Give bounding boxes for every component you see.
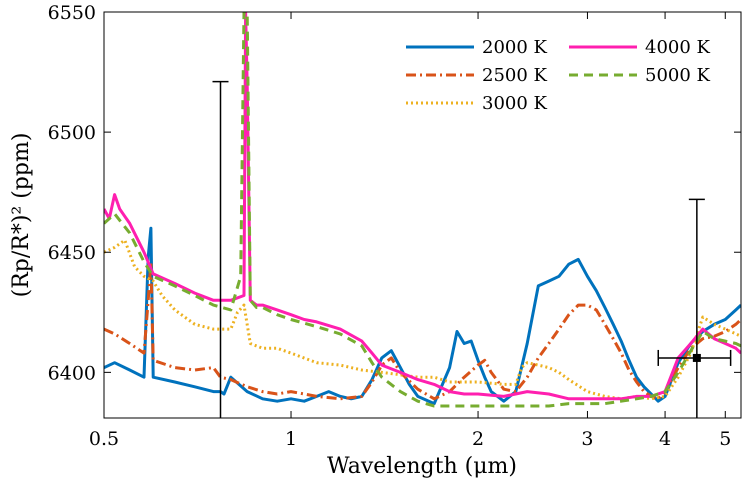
- legend-label: 4000 K: [645, 37, 711, 58]
- x-tick-label: 0.5: [89, 428, 119, 450]
- plot-background: [104, 12, 741, 418]
- x-tick-label: 2: [472, 428, 484, 450]
- legend: 2000 K 2500 K 3000 K 4000 K 5000 K: [406, 37, 711, 114]
- legend-entry: 3000 K: [406, 93, 548, 114]
- series-layer: [104, 12, 741, 408]
- x-axis-label: Wavelength (μm): [327, 454, 517, 479]
- x-tick-label: 1: [285, 428, 297, 450]
- legend-label: 3000 K: [482, 93, 548, 114]
- plot-frame: [103, 11, 742, 419]
- legend-entry: 5000 K: [569, 65, 711, 86]
- x-tick-label: 5: [719, 428, 731, 450]
- error-bar-layer: [212, 80, 732, 418]
- x-tick-label: 4: [659, 428, 671, 450]
- x-tick-label: 3: [581, 428, 593, 450]
- series-line-2000-k: [104, 226, 741, 406]
- legend-entry: 2500 K: [406, 65, 548, 86]
- legend-entry: 4000 K: [569, 37, 711, 58]
- legend-label: 2500 K: [482, 65, 548, 86]
- series-line-5000-k: [104, 12, 741, 408]
- legend-label: 2000 K: [482, 37, 548, 58]
- y-axis-label: (Rp/R*)² (ppm): [9, 133, 34, 298]
- y-tick-label: 6500: [48, 122, 96, 144]
- error-bar-1: [212, 80, 229, 418]
- y-tick-label: 6450: [48, 242, 96, 264]
- legend-entry: 2000 K: [406, 37, 548, 58]
- legend-label: 5000 K: [645, 65, 711, 86]
- y-tick-label: 6400: [48, 362, 96, 384]
- tick-layer: 0.5 1 2 3 4 5 6400 6450 6500 6550: [48, 2, 741, 450]
- series-line-2500-k: [104, 260, 741, 401]
- data-point-marker: [692, 353, 701, 362]
- y-tick-label: 6550: [48, 2, 96, 24]
- error-bar-2: [657, 198, 732, 418]
